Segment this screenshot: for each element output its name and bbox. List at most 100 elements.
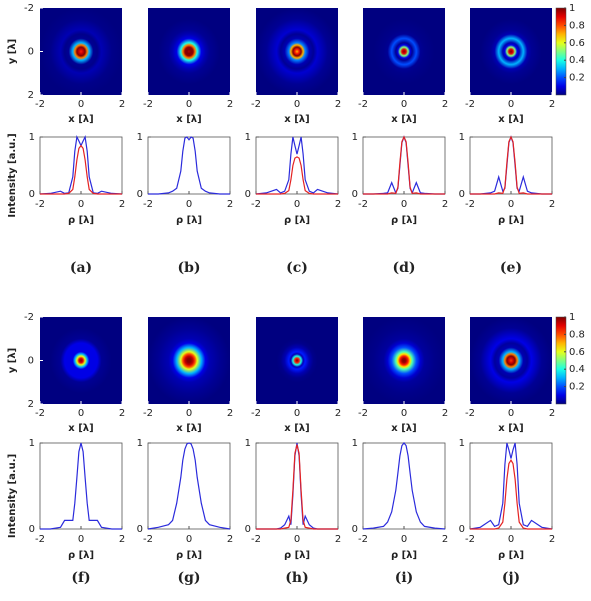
- x-tick-label: 2: [442, 534, 448, 545]
- line-series: [40, 144, 122, 195]
- y-tick-label: 1: [245, 438, 251, 449]
- x-axis-label: x [λ]: [176, 114, 201, 125]
- panel-label: (b): [177, 260, 200, 276]
- x-tick-label: 2: [227, 99, 233, 110]
- x-tick-label: -2: [35, 534, 45, 545]
- x-tick-label: 2: [119, 99, 125, 110]
- x-axis-label: ρ [λ]: [498, 215, 524, 226]
- x-tick-label: 0: [78, 199, 84, 210]
- y-axis-label: y [λ]: [7, 39, 18, 64]
- x-tick-label: -2: [251, 408, 261, 419]
- x-tick-label: -2: [465, 408, 475, 419]
- x-axis-label: ρ [λ]: [284, 215, 310, 226]
- x-tick-label: -2: [35, 408, 45, 419]
- x-tick-label: 0: [294, 408, 300, 419]
- plot-frame: [255, 136, 339, 195]
- x-axis-label: ρ [λ]: [176, 215, 202, 226]
- heatmap: [363, 317, 445, 404]
- x-tick-label: 0: [508, 408, 514, 419]
- x-tick-label: 0: [401, 199, 407, 210]
- x-tick-label: 2: [335, 408, 341, 419]
- plot-frame: [147, 442, 231, 530]
- x-tick-label: 2: [549, 199, 555, 210]
- x-tick-label: 0: [401, 534, 407, 545]
- x-axis-label: x [λ]: [498, 114, 523, 125]
- line-series: [470, 459, 552, 530]
- x-tick-label: 2: [335, 534, 341, 545]
- x-tick-label: 0: [294, 534, 300, 545]
- plot-frame: [255, 442, 339, 530]
- y-tick-label: 1: [29, 438, 35, 449]
- x-tick-label: 2: [119, 534, 125, 545]
- x-axis-label: ρ [λ]: [176, 550, 202, 561]
- x-tick-label: 2: [442, 99, 448, 110]
- x-axis-label: x [λ]: [68, 423, 93, 434]
- y-tick-label: 0: [245, 189, 251, 200]
- colorbar-tick-label: 0.6: [569, 38, 585, 49]
- heatmap: [256, 317, 338, 404]
- x-axis-label: x [λ]: [284, 114, 309, 125]
- y-tick-label: 2: [28, 90, 34, 101]
- x-tick-label: 2: [442, 199, 448, 210]
- x-tick-label: -2: [358, 199, 368, 210]
- y-axis-label: Intensity [a.u.]: [7, 133, 18, 217]
- x-tick-label: 2: [335, 99, 341, 110]
- x-tick-label: -2: [465, 534, 475, 545]
- x-axis-label: x [λ]: [284, 423, 309, 434]
- x-axis-label: ρ [λ]: [284, 550, 310, 561]
- x-tick-label: -2: [358, 534, 368, 545]
- x-axis-label: ρ [λ]: [68, 215, 94, 226]
- x-tick-label: -2: [143, 408, 153, 419]
- y-axis-label: Intensity [a.u.]: [7, 454, 18, 538]
- colorbar-tick-label: 0.4: [569, 55, 585, 66]
- x-axis-label: ρ [λ]: [68, 550, 94, 561]
- heatmap: [40, 317, 122, 404]
- y-tick-label: 0: [352, 189, 358, 200]
- x-tick-label: -2: [465, 99, 475, 110]
- panel-label: (g): [177, 570, 200, 586]
- y-tick-label: -2: [24, 312, 34, 323]
- x-tick-label: -2: [143, 99, 153, 110]
- y-tick-label: 0: [137, 189, 143, 200]
- x-tick-label: 0: [186, 408, 192, 419]
- line-series: [469, 442, 553, 530]
- x-tick-label: 2: [549, 408, 555, 419]
- panel-label: (c): [286, 260, 308, 276]
- heatmap: [363, 8, 445, 95]
- colorbar: [555, 316, 567, 405]
- plot-frame: [147, 136, 231, 195]
- x-tick-label: 0: [78, 408, 84, 419]
- x-tick-label: 0: [508, 99, 514, 110]
- x-tick-label: 2: [227, 534, 233, 545]
- y-tick-label: 0: [29, 524, 35, 535]
- heatmap: [256, 8, 338, 95]
- heatmap: [148, 317, 230, 404]
- line-series: [148, 136, 230, 195]
- x-tick-label: -2: [251, 199, 261, 210]
- line-series: [363, 135, 445, 195]
- x-tick-label: 0: [186, 534, 192, 545]
- panel-label: (a): [70, 260, 92, 276]
- x-tick-label: 0: [294, 199, 300, 210]
- x-axis-label: x [λ]: [176, 423, 201, 434]
- colorbar-tick-label: 0.4: [569, 364, 585, 375]
- x-tick-label: -2: [35, 199, 45, 210]
- x-tick-label: 0: [78, 534, 84, 545]
- colorbar-tick-label: 1: [569, 3, 575, 14]
- y-tick-label: 0: [245, 524, 251, 535]
- x-axis-label: x [λ]: [391, 423, 416, 434]
- colorbar-tick-label: 1: [569, 312, 575, 323]
- plot-frame: [362, 136, 446, 195]
- x-tick-label: 0: [508, 199, 514, 210]
- x-tick-label: 0: [401, 408, 407, 419]
- line-series: [362, 442, 446, 530]
- x-tick-label: 0: [186, 199, 192, 210]
- panel-label: (e): [500, 260, 522, 276]
- x-tick-label: -2: [251, 99, 261, 110]
- y-tick-label: 1: [352, 132, 358, 143]
- line-series: [256, 156, 338, 195]
- y-tick-label: 1: [137, 438, 143, 449]
- panel-label: (h): [285, 570, 308, 586]
- x-tick-label: -2: [465, 199, 475, 210]
